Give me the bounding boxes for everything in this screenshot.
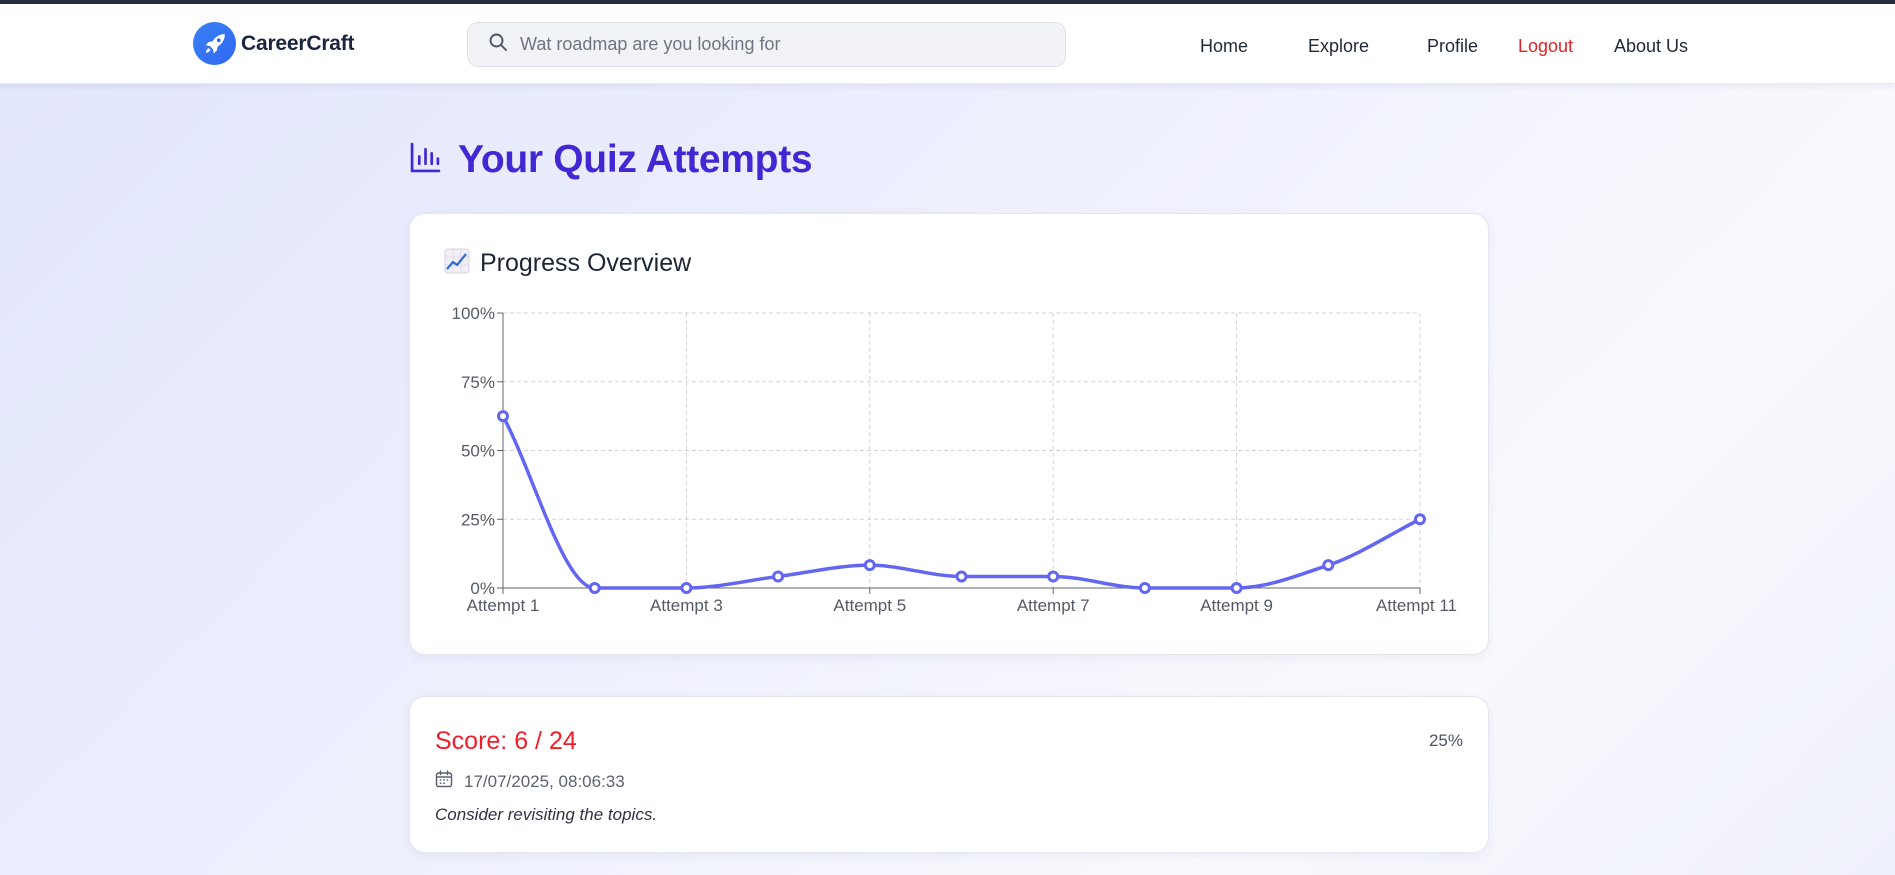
data-point: [1047, 570, 1060, 583]
x-tick-label: Attempt 9: [1200, 596, 1273, 615]
y-tick-label: 50%: [461, 442, 495, 461]
bar-chart-icon: [410, 142, 441, 178]
data-point: [497, 410, 509, 423]
y-tick-label: 0%: [470, 579, 495, 598]
data-point: [863, 559, 876, 572]
progress-overview-title: Progress Overview: [480, 249, 692, 277]
attempt-percent: 25%: [1428, 731, 1463, 750]
progress-line-chart: 0% 25% 50% 75% 100% Attempt 1 Attempt 3 Attempt…: [452, 304, 1457, 615]
attempt-date: 17/07/2025, 08:06:33: [464, 771, 625, 791]
calendar-icon: [435, 770, 453, 793]
nav-logout[interactable]: Logout: [1518, 36, 1574, 56]
rocket-icon: [193, 22, 236, 65]
brand-logo-link[interactable]: CareerCraft: [193, 22, 355, 65]
data-point: [1230, 582, 1243, 594]
top-navbar: CareerCraft Home Explore Profile Logout …: [0, 4, 1895, 84]
attempt-card: Score: 6 / 24 25% 17/07/2025, 08:06:33 C…: [409, 696, 1489, 853]
y-tick-label: 75%: [461, 373, 495, 392]
brand-name: CareerCraft: [241, 31, 355, 55]
page-title: Your Quiz Attempts: [458, 138, 813, 181]
search-icon: [488, 32, 508, 57]
data-point: [1322, 559, 1335, 572]
nav-profile[interactable]: Profile: [1427, 36, 1479, 56]
y-tick-label: 100%: [452, 304, 495, 323]
x-tick-label: Attempt 3: [650, 596, 723, 615]
search-bar: [467, 22, 1066, 67]
page-heading: Your Quiz Attempts: [410, 138, 813, 182]
x-tick-label: Attempt 5: [833, 596, 906, 615]
x-tick-label: Attempt 1: [467, 596, 540, 615]
attempt-score: Score: 6 / 24: [435, 727, 577, 755]
data-point: [588, 582, 601, 594]
progress-overview-card: Progress Overview 0% 25% 50% 75% 100% Attempt…: [409, 213, 1489, 655]
data-point: [680, 582, 693, 594]
attempt-feedback: Consider revisiting the topics.: [435, 805, 658, 824]
nav-about-us[interactable]: About Us: [1614, 36, 1689, 56]
chart-increasing-icon: [444, 248, 470, 279]
search-input[interactable]: [520, 34, 1040, 55]
x-tick-label: Attempt 11: [1376, 596, 1457, 615]
data-point: [772, 570, 785, 583]
attempt-date-row: 17/07/2025, 08:06:33: [435, 770, 625, 793]
data-point: [1138, 582, 1151, 594]
nav-explore[interactable]: Explore: [1308, 36, 1370, 56]
data-point: [955, 570, 968, 583]
progress-overview-heading: Progress Overview: [444, 248, 691, 279]
data-point: [1414, 513, 1426, 526]
y-tick-label: 25%: [461, 510, 495, 529]
series-line: [501, 415, 1421, 590]
x-tick-label: Attempt 7: [1017, 596, 1090, 615]
nav-home[interactable]: Home: [1200, 36, 1249, 56]
